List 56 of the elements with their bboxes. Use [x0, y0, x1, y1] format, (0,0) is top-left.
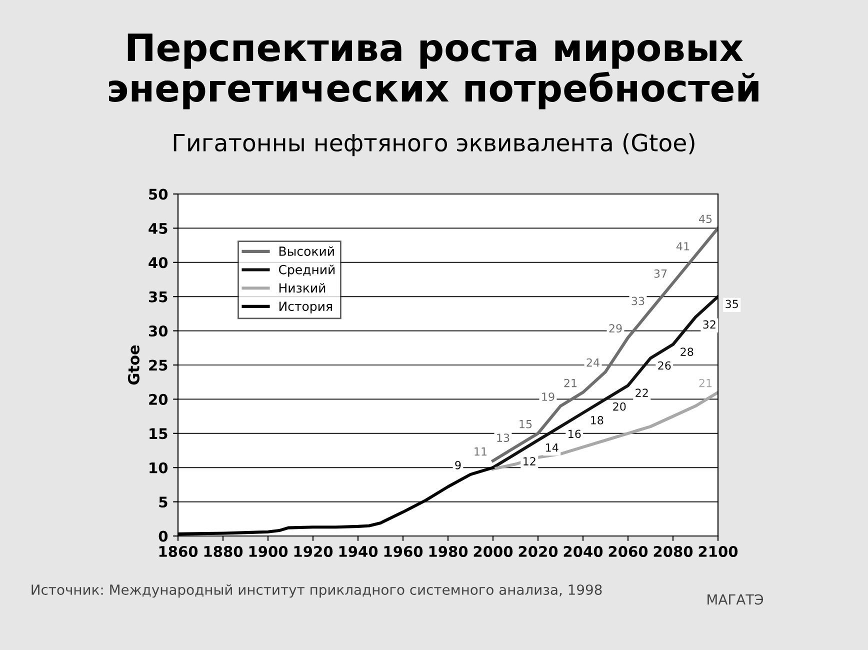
data-label: 14 [546, 444, 558, 452]
y-tick-label: 10 [150, 462, 168, 474]
data-label: 18 [591, 416, 604, 424]
data-label: 26 [658, 361, 671, 370]
x-tick-label: 2000 [474, 546, 513, 558]
data-label: 32 [703, 320, 716, 329]
data-label: 16 [568, 430, 581, 438]
data-label: 22 [636, 388, 648, 397]
data-label: 29 [609, 324, 622, 333]
data-label: 35 [726, 300, 738, 308]
y-tick-label: 35 [148, 291, 168, 302]
text: Источник: Международный институт прикладного системного анализа, 1998 [32, 584, 602, 598]
data-label: 24 [586, 358, 600, 367]
y-axis-title: Gtoe [128, 345, 140, 385]
data-label: 11 [474, 447, 487, 456]
chart-subtitle: Гигатонны нефтяного эквивалента (Gtoe) [174, 133, 694, 156]
data-label: 9 [455, 460, 461, 470]
x-tick-label: 1920 [294, 546, 333, 558]
data-label: 15 [520, 420, 532, 428]
x-tick-label: 2040 [564, 546, 603, 558]
legend-label: История [279, 302, 332, 314]
data-label: 12 [524, 457, 536, 466]
x-tick-label: 1860 [159, 546, 198, 558]
x-tick-label: 1900 [249, 546, 288, 558]
data-label: 21 [699, 378, 712, 388]
data-label: 45 [698, 214, 712, 224]
data-label: 28 [680, 348, 694, 356]
x-tick-label: 2060 [608, 546, 648, 558]
y-tick-label: 45 [148, 223, 168, 234]
data-label: 33 [632, 296, 644, 306]
y-tick-label: 50 [149, 188, 168, 200]
data-label: 13 [497, 434, 510, 442]
x-tick-label: 1880 [204, 546, 243, 558]
text: МАГАТЭ [708, 594, 764, 605]
data-label: 21 [564, 378, 577, 388]
y-tick-label: 40 [148, 257, 168, 268]
x-tick-label: 2080 [654, 546, 693, 558]
x-tick-label: 2100 [698, 546, 738, 558]
y-tick-label: 30 [148, 326, 168, 337]
data-label: 19 [542, 392, 554, 401]
x-tick-label: 1960 [384, 546, 423, 558]
x-tick-label: 1980 [429, 546, 468, 558]
x-tick-label: 2020 [518, 546, 558, 558]
y-tick-label: 15 [150, 428, 168, 440]
x-tick-label: 1940 [339, 546, 378, 558]
y-tick-label: 0 [158, 530, 168, 542]
y-tick-label: 25 [149, 360, 168, 371]
legend-label: Высокий [279, 246, 334, 256]
data-label: 41 [676, 242, 690, 250]
data-label: 20 [613, 402, 626, 411]
y-tick-label: 20 [149, 394, 168, 405]
legend-label: Средний [278, 264, 335, 277]
chart-title: Перспектива роста мировых энергетических потребностей [108, 34, 758, 110]
y-tick-label: 5 [159, 496, 168, 508]
legend-label: Низкий [279, 283, 326, 293]
data-label: 37 [654, 269, 667, 278]
